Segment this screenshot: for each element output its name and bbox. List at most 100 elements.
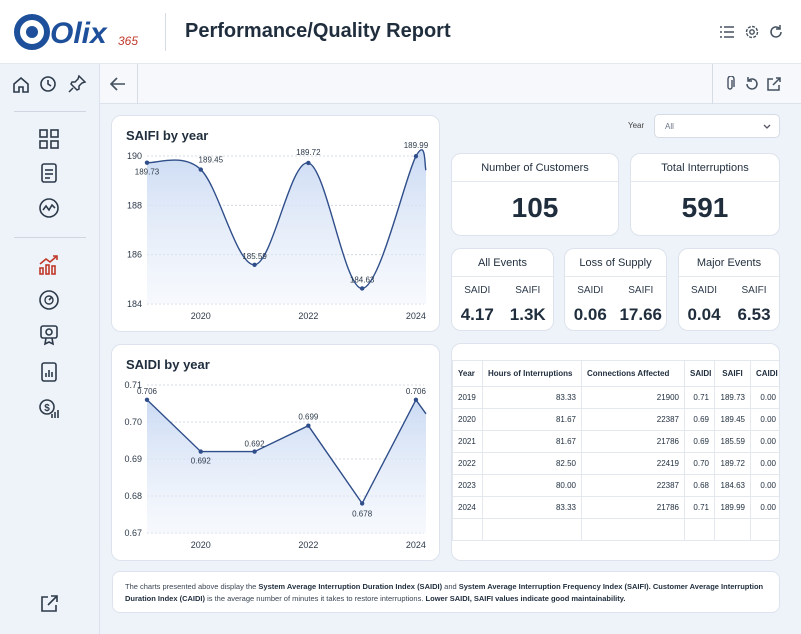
table-row[interactable]: 2023 80.00 22387 0.68 184.63 0.00 [452, 474, 779, 497]
kpi-value: 591 [681, 192, 729, 223]
table-cell: 0.69 [684, 430, 715, 453]
table-cell: 22387 [581, 408, 685, 431]
toolbar-separator [712, 64, 713, 104]
data-point [413, 154, 419, 159]
y-tick-label: 0.68 [124, 491, 142, 501]
list-icon[interactable] [719, 24, 735, 40]
toolbar-separator [137, 64, 138, 104]
table-header-row: Year Hours of Interruptions Connections … [452, 360, 779, 387]
table-row[interactable]: 2021 81.67 21786 0.69 185.59 0.00 [452, 430, 779, 453]
all-events-card: All Events SAIDI 4.17 SAIFI 1.3K [451, 248, 554, 331]
mini-label: All Events [452, 249, 553, 277]
col-header[interactable]: Hours of Interruptions [482, 360, 582, 387]
kpi-value: 105 [511, 192, 559, 223]
external-link-icon[interactable] [38, 593, 60, 615]
saidi-col: SAIDI 0.06 [565, 285, 616, 325]
data-point [252, 449, 257, 454]
settings-icon[interactable] [744, 24, 760, 40]
saifi-col: SAIFI 6.53 [729, 285, 779, 325]
data-point [144, 160, 150, 165]
certificate-icon[interactable] [38, 324, 60, 346]
data-point [144, 397, 150, 402]
col-header[interactable]: Year [452, 360, 483, 387]
col-header[interactable]: Connections Affected [581, 360, 685, 387]
growth-chart-icon[interactable] [38, 254, 60, 276]
col-header[interactable]: SAIFI [714, 360, 751, 387]
table-cell: 2021 [452, 430, 483, 453]
saifi-value: 1.3K [509, 305, 546, 324]
saidi-label: SAIDI [577, 285, 604, 296]
document-chart-icon[interactable] [38, 361, 60, 383]
x-tick-label: 2020 [191, 311, 211, 321]
back-arrow-icon[interactable] [109, 76, 127, 92]
kpi-label: Total Interruptions [631, 154, 779, 182]
history-icon[interactable] [37, 73, 59, 95]
note-bold: System Average Interruption Duration Ind… [258, 582, 443, 591]
col-header[interactable]: CAIDI [750, 360, 779, 387]
saidi-value: 0.06 [573, 305, 607, 324]
table-cell: 2020 [452, 408, 483, 431]
table-cell: 0.00 [750, 474, 779, 497]
data-point [413, 397, 419, 402]
data-point [359, 501, 365, 506]
data-label: 0.706 [137, 387, 158, 396]
note-text: is the average number of minutes it take… [205, 594, 426, 603]
table-cell: 0.00 [750, 386, 779, 409]
table-row[interactable]: 2019 83.33 21900 0.71 189.73 0.00 [452, 386, 779, 409]
svg-text:Olix: Olix [50, 17, 108, 50]
saidi-chart-card: SAIDI by year 0.67 0.68 0.69 0.70 0.71 2020 20… [111, 344, 440, 561]
report-icon[interactable] [38, 162, 60, 184]
open-external-icon[interactable] [766, 76, 782, 92]
mini-label: Major Events [679, 249, 779, 277]
table-row[interactable]: 2020 81.67 22387 0.69 189.45 0.00 [452, 408, 779, 431]
table-cell: 81.67 [482, 408, 582, 431]
kpi-interruptions-card: Total Interruptions 591 [630, 153, 780, 236]
content-toolbar [100, 64, 801, 104]
x-tick-label: 2024 [406, 540, 426, 550]
y-tick-label: 186 [127, 250, 142, 260]
table-cell: 21786 [581, 496, 685, 519]
year-select[interactable]: All [654, 114, 780, 138]
data-label: 0.692 [245, 440, 266, 449]
saifi-label: SAIFI [741, 285, 767, 296]
table-cell: 83.33 [482, 496, 582, 519]
y-tick-label: 0.69 [124, 454, 142, 464]
table-cell [714, 518, 751, 541]
olix-logo[interactable]: Olix 365 [14, 12, 150, 52]
rail-separator [14, 111, 86, 112]
table-cell: 0.69 [684, 408, 715, 431]
data-label: 189.72 [296, 148, 321, 157]
reset-icon[interactable] [744, 76, 760, 92]
pin-icon[interactable] [66, 73, 88, 95]
trend-icon[interactable] [38, 197, 60, 219]
table-row-empty [452, 518, 779, 541]
refresh-icon[interactable] [768, 24, 784, 40]
note-text: and [442, 582, 459, 591]
money-growth-icon[interactable]: $ [38, 397, 60, 419]
y-tick-label: 188 [127, 200, 142, 210]
dashboard-icon[interactable] [38, 128, 60, 150]
table-cell [684, 518, 715, 541]
home-icon[interactable] [10, 73, 32, 95]
table-cell [452, 518, 483, 541]
table-row[interactable]: 2022 82.50 22419 0.70 189.72 0.00 [452, 452, 779, 475]
saifi-label: SAIFI [515, 285, 541, 296]
data-label: 0.692 [191, 457, 212, 466]
data-label: 185.59 [242, 252, 267, 261]
table-cell: 0.00 [750, 408, 779, 431]
svg-text:365: 365 [118, 34, 138, 48]
attachment-icon[interactable] [724, 76, 736, 92]
table-cell: 0.00 [750, 452, 779, 475]
table-row[interactable]: 2024 83.33 21786 0.71 189.99 0.00 [452, 496, 779, 519]
meter-icon[interactable] [38, 289, 60, 311]
table-cell: 2019 [452, 386, 483, 409]
table-cell: 21786 [581, 430, 685, 453]
data-point [359, 286, 365, 291]
table-cell: 2023 [452, 474, 483, 497]
x-tick-label: 2024 [406, 311, 426, 321]
x-tick-label: 2020 [191, 540, 211, 550]
x-tick-label: 2022 [298, 311, 318, 321]
saidi-col: SAIDI 0.04 [679, 285, 729, 325]
app-header: Olix 365 Performance/Quality Report [0, 0, 801, 64]
col-header[interactable]: SAIDI [684, 360, 715, 387]
